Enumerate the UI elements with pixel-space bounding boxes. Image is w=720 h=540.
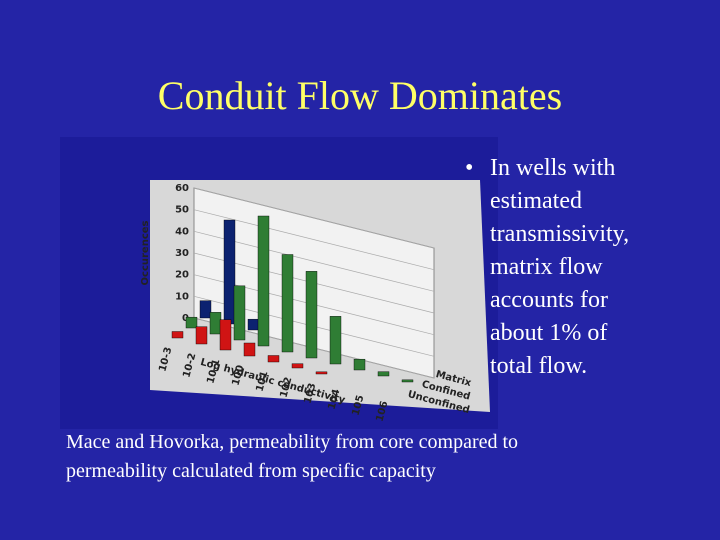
bar (209, 312, 222, 335)
bar (171, 331, 184, 339)
y-axis-label: Occurences (140, 220, 151, 285)
bar (329, 316, 342, 365)
x-tick-label: 101 (254, 370, 270, 393)
bar (257, 215, 270, 347)
bar (305, 271, 318, 359)
bullet-line: transmissivity, (490, 221, 630, 247)
bar (281, 254, 294, 353)
bullet-line: total flow. (490, 353, 588, 379)
y-tick-label: 10 (175, 291, 189, 302)
y-tick-label: 50 (175, 205, 189, 216)
x-tick-label: 106 (374, 400, 390, 423)
bullet: • In wells with estimated transmissivity, ma… (465, 152, 629, 383)
bullet-line: about 1% of (490, 320, 608, 346)
grid-line (193, 187, 435, 249)
bullet-line: In wells with (490, 155, 616, 181)
bar (377, 371, 390, 377)
bullet-dot: • (465, 155, 474, 181)
y-tick-label: 0 (182, 313, 189, 324)
y-tick-label: 30 (175, 248, 189, 259)
caption: Mace and Hovorka, permeability from core… (66, 428, 518, 486)
bullet-line: estimated (490, 188, 582, 214)
bar (233, 285, 246, 341)
bullet-line: accounts for (490, 287, 608, 313)
caption-line: permeability calculated from specific ca… (66, 460, 436, 482)
bar (291, 363, 304, 369)
bullet-line: matrix flow (490, 254, 603, 280)
bar (199, 300, 212, 319)
x-tick-label: 103 (302, 382, 318, 405)
bar (219, 319, 232, 351)
chart: 0102030405060OccurencesMatrixConfinedUnc… (60, 137, 498, 429)
bar (195, 326, 208, 345)
bullet-text: In wells with estimated transmissivity, mat… (490, 152, 629, 383)
bar (353, 358, 366, 371)
bar (247, 318, 260, 331)
x-tick-label: 100 (230, 364, 246, 387)
grid-line (193, 209, 435, 271)
x-tick-label: 104 (326, 388, 342, 411)
bar (267, 355, 280, 363)
y-tick-label: 20 (175, 270, 189, 281)
caption-line: Mace and Hovorka, permeability from core… (66, 431, 519, 453)
bar (243, 342, 256, 357)
x-tick-label: 102 (278, 376, 294, 399)
y-tick-label: 40 (175, 226, 189, 237)
bar (223, 219, 236, 325)
slide-title: Conduit Flow Dominates (157, 73, 563, 118)
bar (185, 316, 198, 329)
y-tick-label: 60 (175, 183, 189, 194)
x-tick-label: 105 (350, 394, 366, 417)
bar (315, 371, 328, 375)
bar (401, 379, 414, 383)
